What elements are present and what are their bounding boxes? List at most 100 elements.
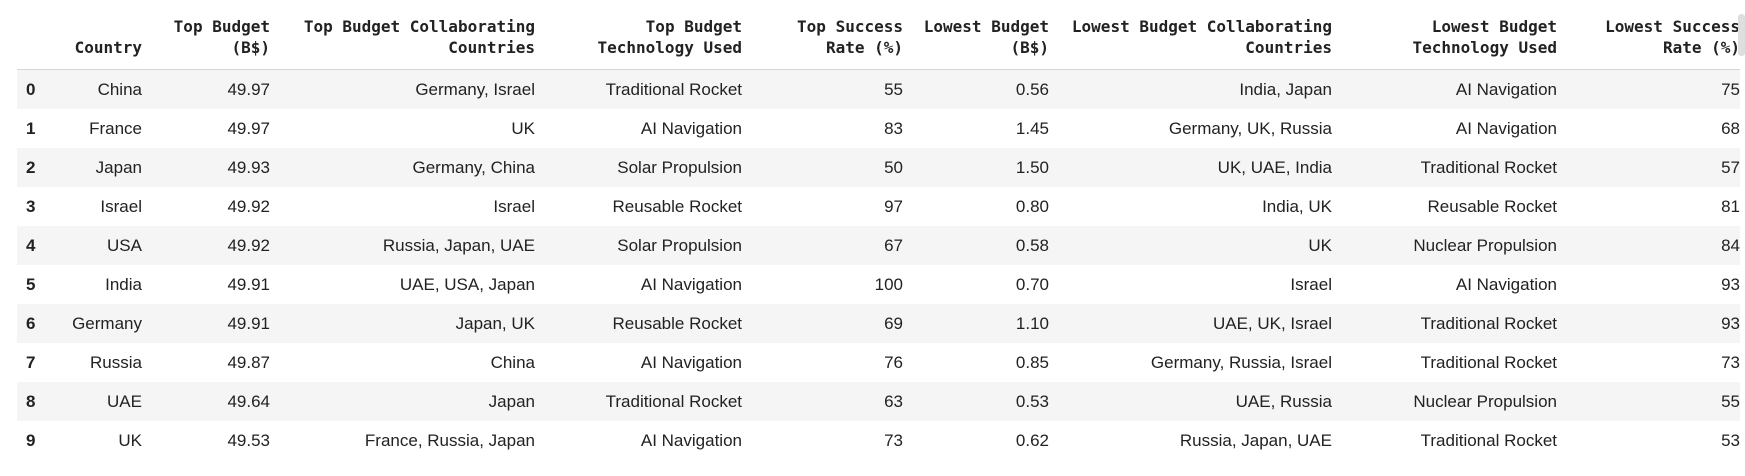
row-index: 5: [26, 274, 36, 294]
column-header-low_collab: Lowest Budget Collaborating Countries: [1049, 0, 1332, 70]
table-row: 8 UAE 49.64 Japan Traditional Rocket 63 0.53 UA…: [17, 382, 1740, 421]
row-index: 7: [26, 352, 36, 372]
cell-low_success: 93: [1721, 313, 1740, 333]
dataframe-table: Country Top Budget (B$) Top Budget Collabor…: [17, 0, 1740, 460]
table-row: 3 Israel 49.92 Israel Reusable Rocket 97 0.80 I…: [17, 187, 1740, 226]
cell-country: Japan: [95, 157, 142, 177]
cell-top_collab: Germany, China: [412, 157, 535, 177]
row-index: 2: [26, 157, 36, 177]
cell-low_budget: 0.58: [1015, 235, 1049, 255]
cell-low_collab: UK: [1308, 235, 1332, 255]
dataframe-output: Country Top Budget (B$) Top Budget Collabor…: [17, 0, 1740, 460]
cell-top_success: 67: [884, 235, 903, 255]
column-header-line: Lowest Success: [1605, 17, 1740, 36]
column-header-line: Lowest Budget: [1431, 17, 1557, 36]
column-header-line: Lowest Budget Collaborating: [1071, 17, 1332, 36]
column-header-line: (B$): [231, 38, 270, 57]
column-header-line: Countries: [448, 38, 535, 57]
column-header-top_tech: Top Budget Technology Used: [535, 0, 742, 70]
cell-top_budget: 49.91: [227, 313, 270, 333]
table-row: 2 Japan 49.93 Germany, China Solar Propulsio…: [17, 148, 1740, 187]
column-header-country: Country: [47, 0, 142, 70]
row-index: 0: [26, 79, 36, 99]
cell-low_collab: India, UK: [1262, 196, 1332, 216]
cell-low_tech: Traditional Rocket: [1420, 352, 1557, 372]
row-index: 1: [26, 118, 36, 138]
column-header-top_collab: Top Budget Collaborating Countries: [270, 0, 535, 70]
cell-top_tech: Reusable Rocket: [612, 196, 742, 216]
column-header-line: (B$): [1010, 38, 1049, 57]
column-header-line: Technology Used: [1412, 38, 1558, 57]
cell-top_tech: AI Navigation: [640, 274, 742, 294]
cell-country: China: [97, 79, 142, 99]
cell-country: India: [105, 274, 142, 294]
cell-low_success: 73: [1721, 352, 1740, 372]
cell-low_budget: 0.80: [1015, 196, 1049, 216]
column-header-low_tech: Lowest Budget Technology Used: [1332, 0, 1557, 70]
cell-top_tech: Solar Propulsion: [617, 157, 742, 177]
cell-low_tech: Nuclear Propulsion: [1413, 235, 1557, 255]
table-row: 7 Russia 49.87 China AI Navigation 76 0.85 Germ…: [17, 343, 1740, 382]
header-row: Country Top Budget (B$) Top Budget Collabor…: [17, 0, 1740, 70]
row-index: 3: [26, 196, 36, 216]
cell-low_collab: Russia, Japan, UAE: [1179, 430, 1332, 450]
column-header-line: Top Success: [797, 17, 903, 36]
cell-top_success: 50: [884, 157, 903, 177]
cell-low_collab: UK, UAE, India: [1217, 157, 1332, 177]
cell-low_collab: UAE, Russia: [1235, 391, 1332, 411]
vertical-scrollbar[interactable]: [1738, 14, 1745, 56]
column-header-line: Top Budget: [645, 17, 742, 36]
cell-country: Russia: [90, 352, 142, 372]
column-header-low_success: Lowest Success Rate (%): [1557, 0, 1740, 70]
column-header-line: Lowest Budget: [923, 17, 1049, 36]
column-header-line: Top Budget Collaborating: [303, 17, 535, 36]
table-row: 0 China 49.97 Germany, Israel Traditional Ro…: [17, 69, 1740, 109]
cell-top_tech: Traditional Rocket: [605, 79, 742, 99]
cell-low_budget: 0.85: [1015, 352, 1049, 372]
cell-top_budget: 49.93: [227, 157, 270, 177]
cell-top_budget: 49.64: [227, 391, 270, 411]
cell-country: UK: [118, 430, 142, 450]
cell-top_tech: Solar Propulsion: [617, 235, 742, 255]
table-row: 9 UK 49.53 France, Russia, Japan AI Navigati…: [17, 421, 1740, 460]
cell-low_tech: Traditional Rocket: [1420, 157, 1557, 177]
cell-low_success: 68: [1721, 118, 1740, 138]
cell-low_tech: AI Navigation: [1455, 79, 1557, 99]
cell-top_budget: 49.91: [227, 274, 270, 294]
cell-top_collab: Japan, UK: [455, 313, 535, 333]
cell-country: UAE: [107, 391, 142, 411]
cell-low_tech: Nuclear Propulsion: [1413, 391, 1557, 411]
column-header-low_budget: Lowest Budget (B$): [903, 0, 1049, 70]
cell-low_success: 75: [1721, 79, 1740, 99]
cell-low_budget: 0.53: [1015, 391, 1049, 411]
cell-low_tech: Traditional Rocket: [1420, 313, 1557, 333]
cell-low_tech: AI Navigation: [1455, 274, 1557, 294]
cell-low_collab: UAE, UK, Israel: [1212, 313, 1332, 333]
cell-country: France: [89, 118, 142, 138]
cell-top_collab: Israel: [493, 196, 535, 216]
row-index: 6: [26, 313, 36, 333]
cell-top_collab: Japan: [488, 391, 535, 411]
cell-top_collab: China: [490, 352, 535, 372]
column-header-line: Countries: [1245, 38, 1332, 57]
cell-country: Germany: [72, 313, 142, 333]
cell-top_success: 100: [874, 274, 903, 294]
table-row: 1 France 49.97 UK AI Navigation 83 1.45 Germany…: [17, 109, 1740, 148]
cell-top_success: 97: [884, 196, 903, 216]
cell-top_success: 73: [884, 430, 903, 450]
cell-top_budget: 49.97: [227, 79, 270, 99]
column-header-line: Top Budget: [173, 17, 270, 36]
cell-top_success: 55: [884, 79, 903, 99]
table-row: 6 Germany 49.91 Japan, UK Reusable Rocket 69 1…: [17, 304, 1740, 343]
cell-top_collab: UAE, USA, Japan: [399, 274, 535, 294]
cell-low_budget: 0.70: [1015, 274, 1049, 294]
cell-low_collab: Israel: [1290, 274, 1332, 294]
cell-top_success: 69: [884, 313, 903, 333]
table-row: 4 USA 49.92 Russia, Japan, UAE Solar Propuls…: [17, 226, 1740, 265]
cell-low_success: 53: [1721, 430, 1740, 450]
cell-low_budget: 1.50: [1015, 157, 1049, 177]
cell-low_success: 81: [1721, 196, 1740, 216]
cell-low_success: 55: [1721, 391, 1740, 411]
cell-low_collab: Germany, UK, Russia: [1168, 118, 1332, 138]
cell-top_tech: AI Navigation: [640, 352, 742, 372]
